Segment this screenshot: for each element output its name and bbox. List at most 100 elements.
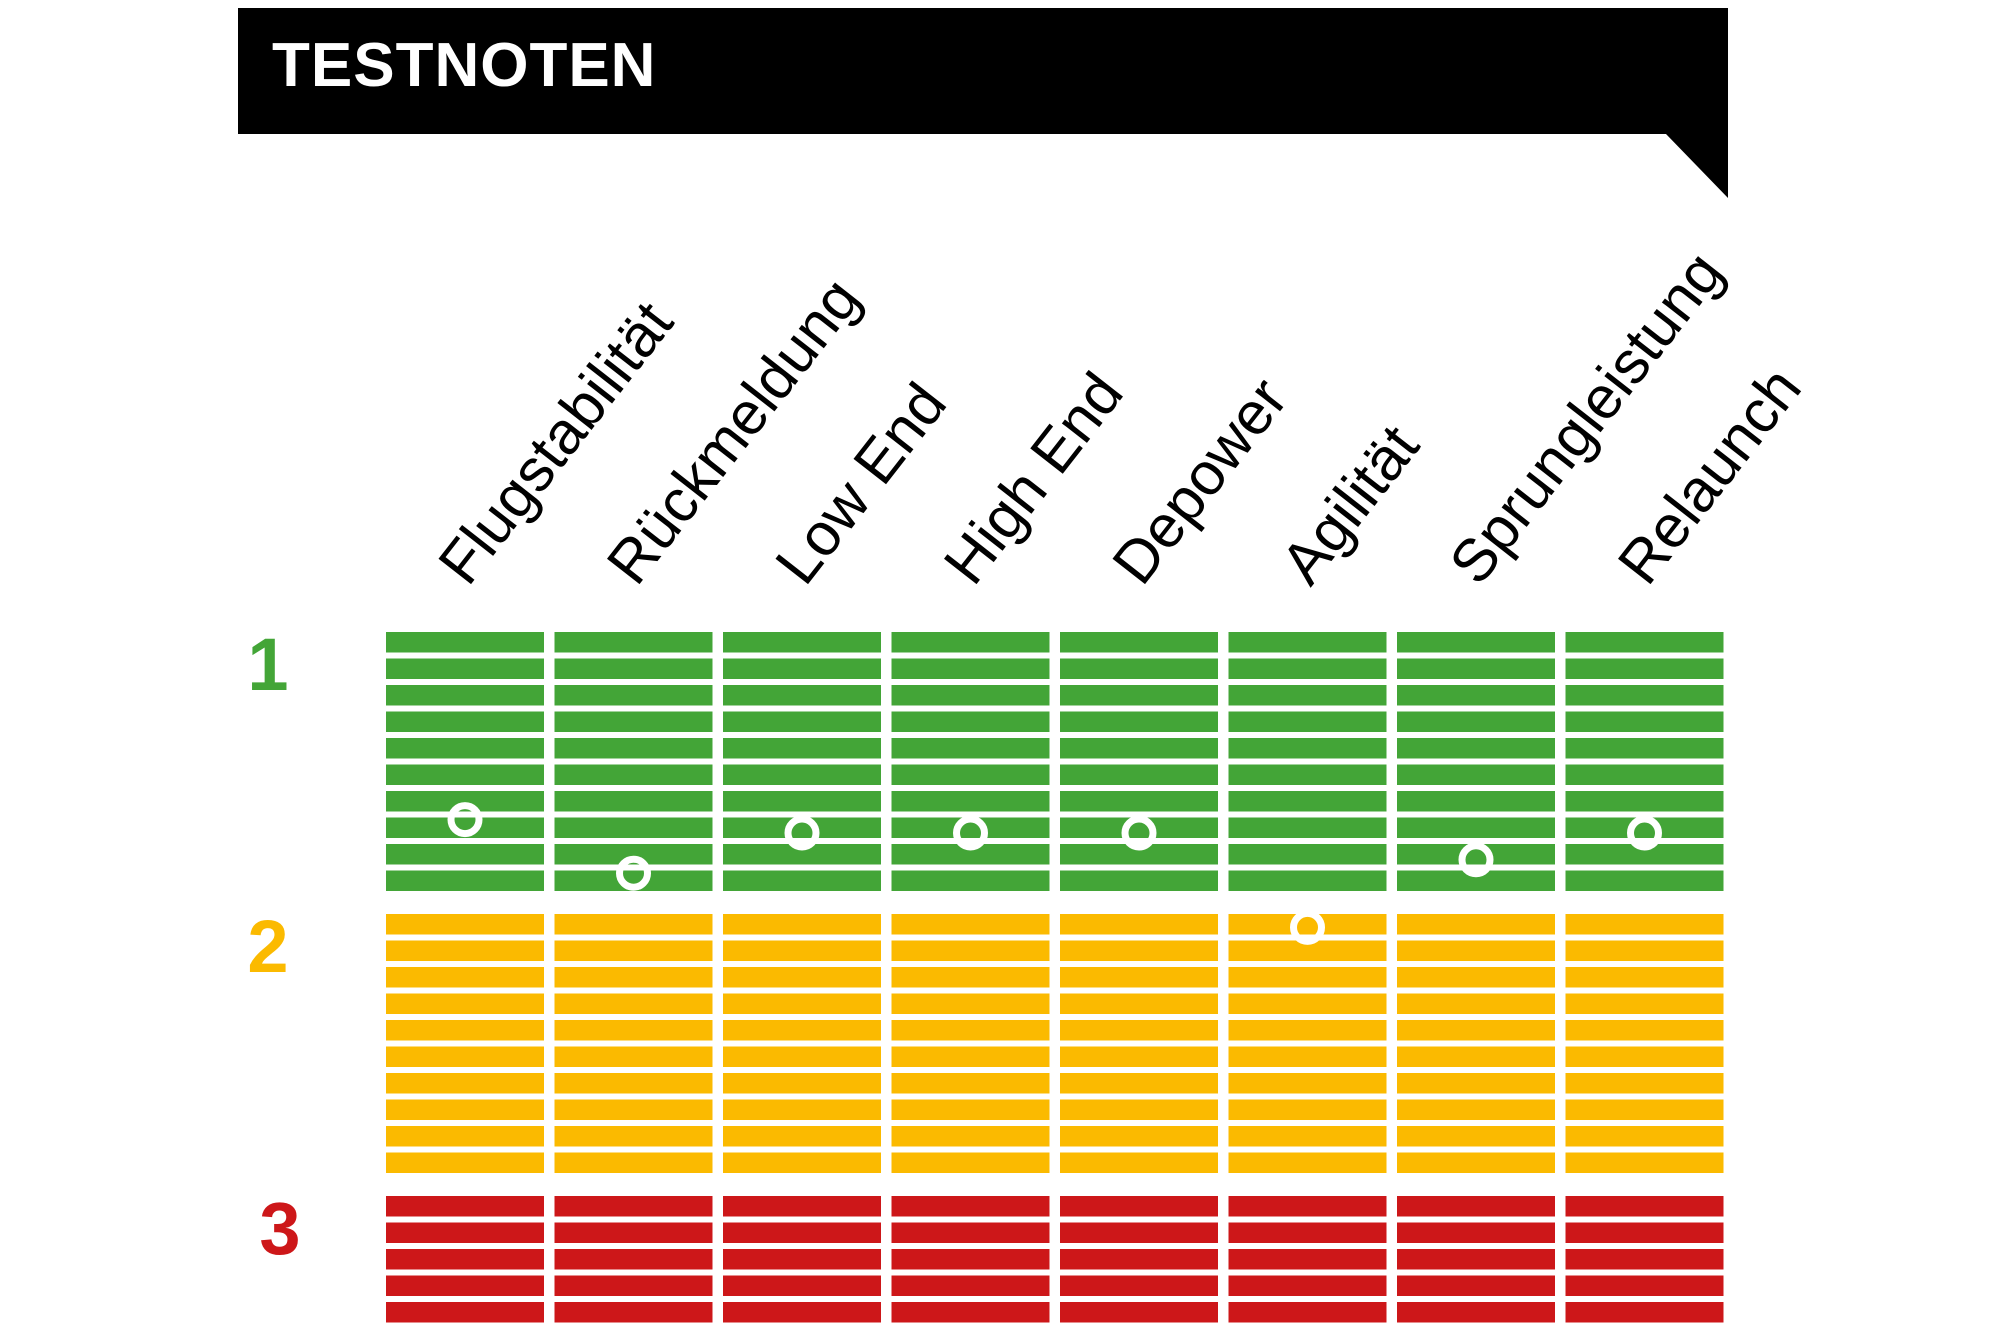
grade-2-stripe [1565,1020,1724,1041]
grade-1-stripe [1228,738,1387,759]
grade-1-stripe [554,817,713,838]
grade-1-stripe [891,817,1050,838]
grade-1-stripe [1060,870,1218,891]
grade-1-stripe [1060,844,1218,865]
score-marker [1290,909,1325,945]
grade-2-stripe [1060,1073,1218,1094]
grade-2-stripe [554,914,713,935]
grade-2-stripe [1397,940,1555,961]
grade-3-stripe [1397,1249,1555,1270]
grade-2-stripe [1565,940,1724,961]
grade-2-stripe [1397,993,1555,1014]
grade-2-stripe [554,1152,713,1173]
grade-2-stripe [386,1126,544,1147]
grade-2-stripe [891,1099,1050,1120]
grade-1-stripe [1060,632,1218,653]
grade-3-stripe [1397,1222,1555,1243]
grade-2-stripe [1228,1020,1387,1041]
grade-1-stripe [386,632,544,653]
grade-1-stripe [1060,685,1218,706]
grade-2-stripe [1060,1152,1218,1173]
grade-1-stripe [1565,738,1724,759]
grade-3-stripe [1060,1249,1218,1270]
grade-3-stripe [891,1222,1050,1243]
grade-2-stripe [554,967,713,988]
grade-1-stripe [386,685,544,706]
grade-1-stripe [386,791,544,812]
grade-1-stripe [554,738,713,759]
grade-1-stripe [1060,738,1218,759]
chart-title: TESTNOTEN [272,31,657,100]
grade-1-stripe [386,764,544,785]
grade-2-stripe [891,993,1050,1014]
grade-1-stripe [723,870,881,891]
grade-3-stripe [1565,1196,1724,1217]
grade-1-stripe [386,738,544,759]
grade-2-stripe [1565,1152,1724,1173]
grade-1-stripe [1397,738,1555,759]
grade-2-stripe [723,1152,881,1173]
score-marker [1627,815,1662,851]
grade-1-stripe [891,844,1050,865]
grade-1-stripe [723,685,881,706]
grade-1-stripe [1397,632,1555,653]
grade-1-stripe [554,685,713,706]
grade-2-stripe [386,940,544,961]
grade-3-stripe [554,1302,713,1323]
grade-2-stripe [386,1152,544,1173]
grade-2-stripe [1565,993,1724,1014]
grade-3-stripe [1565,1249,1724,1270]
grade-1-stripe [723,738,881,759]
grade-1-stripe [1228,764,1387,785]
grade-1-stripe [1397,658,1555,679]
grade-2-stripe [386,1073,544,1094]
grade-1-stripe [1228,791,1387,812]
grade-2-stripe [1060,967,1218,988]
grade-2-stripe [1060,914,1218,935]
grade-2-stripe [1228,1126,1387,1147]
grade-2-stripe [1565,914,1724,935]
grade-1-stripe [1565,711,1724,732]
grade-3-stripe [891,1249,1050,1270]
grade-2-stripe [1565,1046,1724,1067]
grade-1-stripe [1565,658,1724,679]
grade-2-stripe [891,914,1050,935]
category-label: Agilität [1268,413,1432,596]
grade-1-stripe [1228,870,1387,891]
grade-1-stripe [891,870,1050,891]
grade-2-stripe [1397,967,1555,988]
grade-3-stripe [723,1302,881,1323]
grade-2-stripe [1060,993,1218,1014]
grade-2-stripe [723,993,881,1014]
grade-2-stripe [723,914,881,935]
grade-1-stripe [1228,632,1387,653]
score-marker [1121,815,1157,851]
grade-1-stripe [1228,711,1387,732]
grade-1-stripe [723,764,881,785]
grade-2-stripe [1060,1099,1218,1120]
grade-2-stripe [554,1073,713,1094]
grade-1-stripe [891,632,1050,653]
grade-3-stripe [723,1222,881,1243]
grade-2-stripe [1397,914,1555,935]
grade-1-stripe [1565,791,1724,812]
grade-3-stripe [554,1196,713,1217]
grade-3-stripe [723,1249,881,1270]
grade-1-stripe [386,817,544,838]
grade-2-stripe [1228,993,1387,1014]
grade-3-stripe [891,1196,1050,1217]
grade-3-stripe [1228,1302,1387,1323]
title-banner [238,8,1728,198]
grade-2-stripe [1565,1126,1724,1147]
grade-3-stripe [723,1196,881,1217]
grade-2-stripe [1060,940,1218,961]
grade-2-stripe [723,967,881,988]
grade-3-stripe [723,1275,881,1296]
grade-2-stripe [891,1073,1050,1094]
grade-2-stripe [723,1020,881,1041]
grade-1-stripe [1060,791,1218,812]
grade-2-stripe [386,1099,544,1120]
score-marker [953,815,988,851]
grade-2-stripe [723,1099,881,1120]
